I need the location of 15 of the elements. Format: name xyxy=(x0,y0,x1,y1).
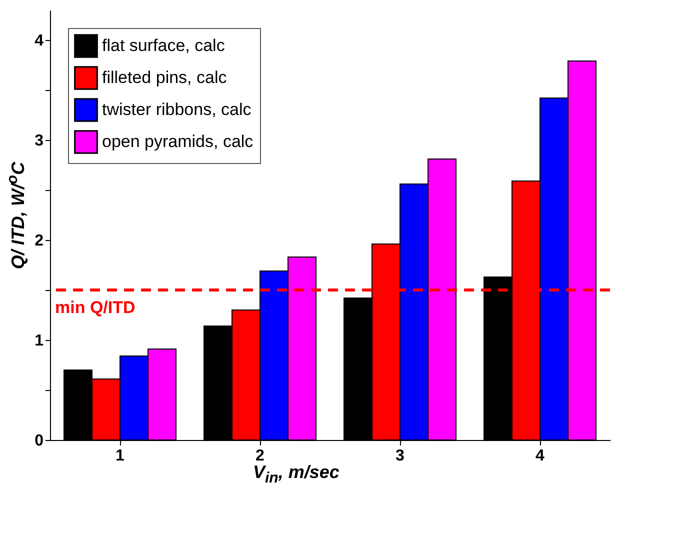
x-tick-label: 2 xyxy=(256,448,265,464)
x-axis-title: V$_{in}$, m/sec xyxy=(253,462,340,487)
x-tick-label: 1 xyxy=(116,448,125,464)
legend-label: flat surface, calc xyxy=(102,36,226,55)
x-tick-label: 3 xyxy=(396,448,405,464)
legend-label: open pyramids, calc xyxy=(102,132,254,151)
legend-label: filleted pins, calc xyxy=(102,68,228,87)
y-tick-label: 2 xyxy=(34,232,44,250)
y-tick-label: 1 xyxy=(34,332,44,350)
legend-label: twister ribbons, calc xyxy=(102,100,252,119)
y-tick-label: 4 xyxy=(34,32,44,50)
x-tick-label: 4 xyxy=(536,448,545,464)
y-tick-label: 3 xyxy=(34,132,44,150)
ref-line-label: min Q/ITD xyxy=(55,298,136,317)
y-tick-label: 0 xyxy=(34,432,44,450)
